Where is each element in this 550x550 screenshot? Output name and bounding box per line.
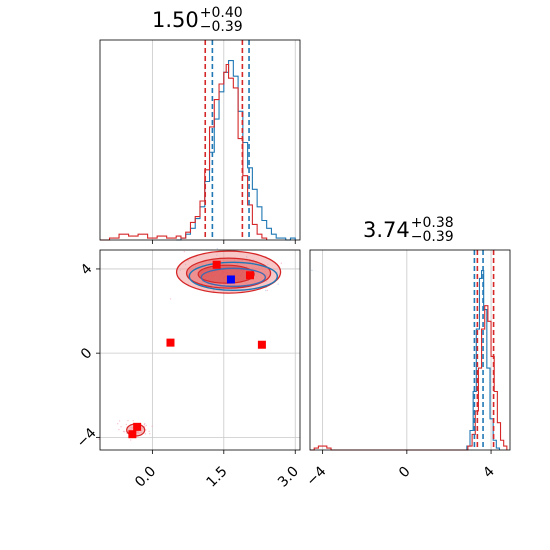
joint-red-marker-4 [133, 422, 142, 431]
param1-title-plus: +0.40 [199, 5, 243, 21]
joint-red-marker-1 [246, 271, 254, 280]
joint-red-marker-3 [257, 340, 266, 349]
joint-point [265, 289, 267, 292]
panel4-frame [309, 249, 511, 451]
joint-point [118, 428, 120, 431]
joint-point [183, 250, 186, 253]
panel3-ytick-label-0: −4 [74, 425, 100, 451]
joint-red-marker-5 [128, 430, 137, 439]
joint-red-contour-inner [197, 264, 255, 284]
joint-point [98, 438, 100, 440]
panel4-xtick-label-0: −4 [304, 463, 330, 489]
panel3-frame [99, 249, 301, 451]
panel4-xtick-label-2: 4 [480, 463, 498, 481]
joint-blue-marker-0 [226, 275, 235, 284]
panel4-xtick-label-1: 0 [396, 464, 414, 482]
param2-title-minus: −0.39 [410, 229, 454, 245]
joint-red-marker-2 [166, 338, 175, 347]
joint-point [144, 422, 146, 425]
joint-point [143, 424, 146, 426]
joint-point [127, 419, 129, 422]
joint-point [277, 283, 279, 285]
joint-point [151, 425, 153, 427]
hist1-blue-series [176, 60, 296, 241]
joint-point [266, 289, 269, 292]
joint-point [145, 424, 147, 427]
joint-point [118, 420, 121, 422]
joint-point [216, 248, 219, 250]
hist2-red-series [310, 305, 508, 451]
param2-title-value: 3.74 [363, 218, 410, 242]
joint-point [280, 262, 283, 264]
joint-point [132, 419, 134, 422]
panel3-xtick-label-2: 3.0 [275, 464, 302, 491]
joint-point [122, 430, 125, 433]
joint-point [117, 422, 119, 425]
panel3-xtick-label-1: 1.5 [204, 464, 231, 491]
joint-point [120, 426, 122, 428]
joint-point [125, 423, 128, 426]
param1-title: 1.50 +0.40 −0.39 [152, 6, 243, 34]
param2-title-plus: +0.38 [410, 215, 454, 231]
param1-title-minus: −0.39 [199, 19, 243, 35]
panel3-ytick-label-1: 0 [78, 345, 96, 363]
joint-point [144, 433, 147, 435]
joint-blue-contour-outer [188, 261, 279, 292]
joint-point [130, 439, 132, 441]
joint-point [148, 430, 150, 432]
param2-title: 3.74 +0.38 −0.39 [363, 216, 454, 244]
param1-title-value: 1.50 [152, 8, 199, 32]
panel3-ytick-label-2: 4 [78, 261, 96, 279]
panel3-xtick-label-0: 0.0 [132, 464, 159, 491]
joint-point [149, 432, 151, 435]
panel1-frame [99, 39, 301, 241]
joint-point [169, 298, 172, 300]
hist2-blue-series [463, 270, 501, 451]
joint-point [311, 269, 313, 272]
joint-blue-contour-inner [200, 267, 267, 288]
joint-red-marker-0 [212, 260, 221, 269]
